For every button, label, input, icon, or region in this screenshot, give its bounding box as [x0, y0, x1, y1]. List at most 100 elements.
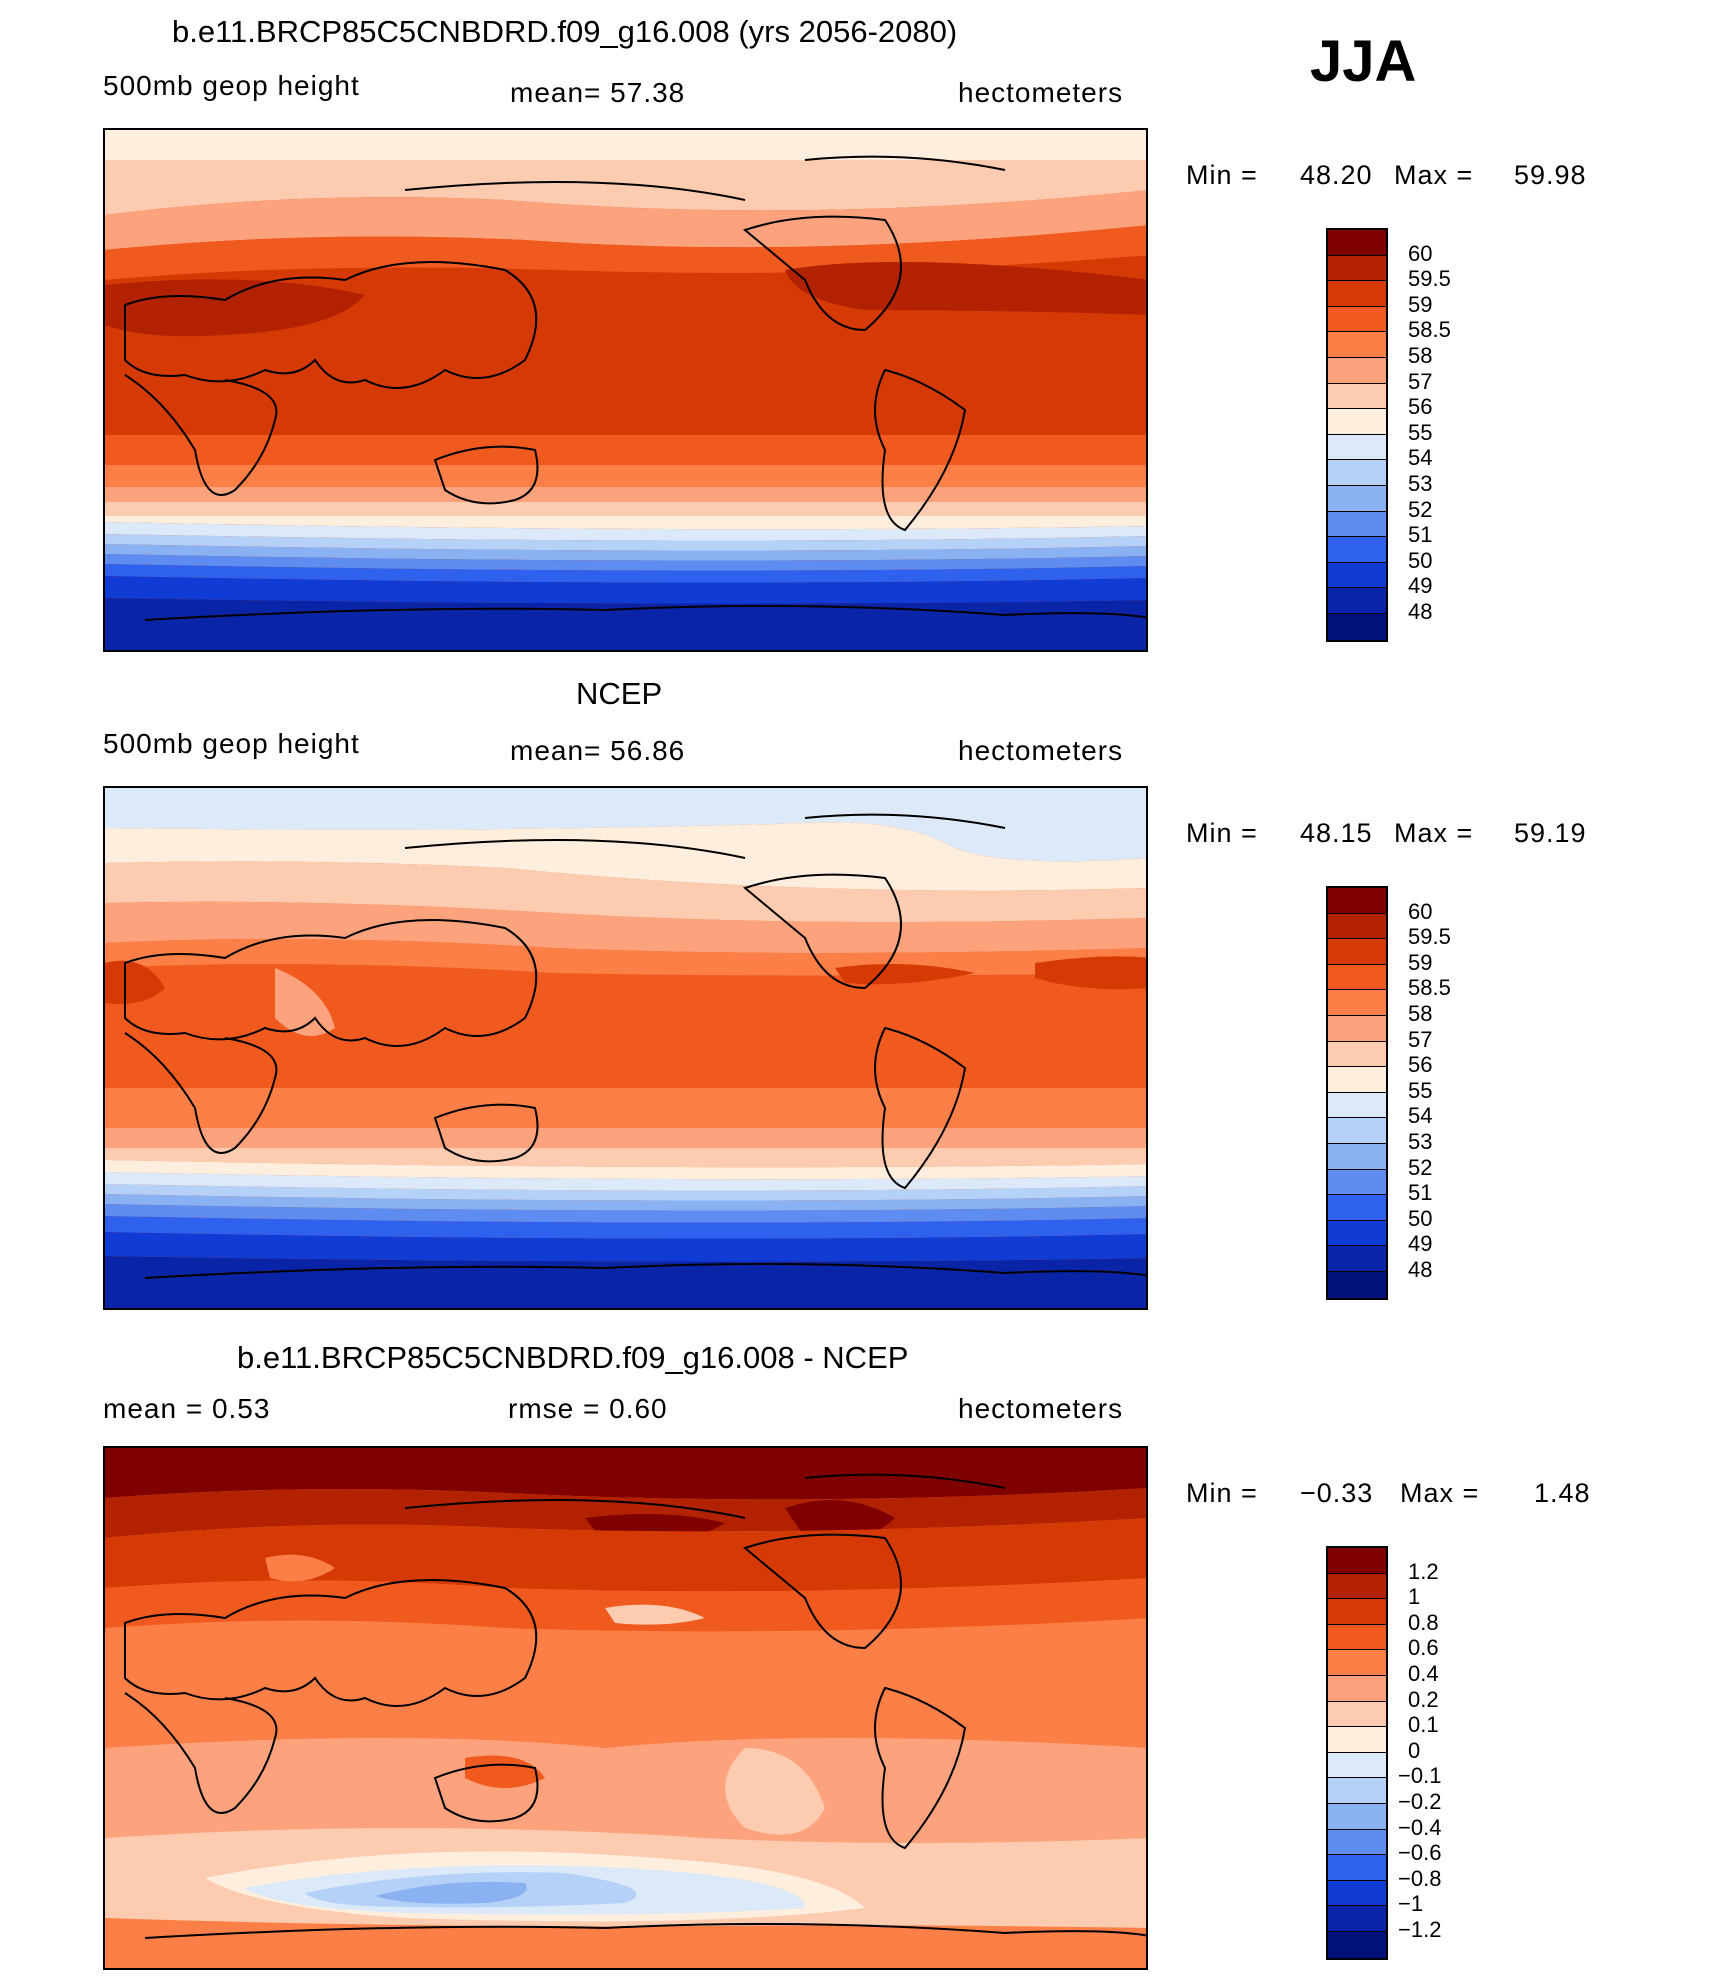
colorbar-swatch: [1328, 1195, 1386, 1221]
season-label: JJA: [1310, 29, 1417, 94]
panel2-max-value: 59.19: [1514, 818, 1587, 848]
colorbar-swatch: [1328, 255, 1386, 282]
panel1-min-label: Min =: [1186, 160, 1258, 190]
colorbar-tick-label: 0.2: [1408, 1686, 1439, 1712]
panel3-max-label: Max =: [1400, 1478, 1480, 1508]
colorbar-tick-label: 48: [1408, 599, 1433, 624]
colorbar-tick-label: 59: [1408, 291, 1433, 317]
panel1-min-value: 48.20: [1300, 160, 1373, 190]
colorbar-swatch: [1328, 1067, 1386, 1093]
colorbar-swatch: [1328, 306, 1386, 333]
colorbar-tick-label: 59.5: [1408, 924, 1451, 950]
colorbar-swatch: [1328, 1906, 1386, 1932]
colorbar-tick-label: 60: [1408, 898, 1433, 924]
colorbar-tick-label: 56: [1408, 1052, 1433, 1078]
colorbar-swatch: [1328, 1778, 1386, 1804]
colorbar-swatch: [1328, 1041, 1386, 1068]
panel2-title: NCEP: [576, 676, 663, 711]
panel2-min-label: Min =: [1186, 818, 1258, 848]
colorbar-swatch: [1328, 1599, 1386, 1625]
colorbar-tick-label: 0.4: [1408, 1661, 1439, 1686]
colorbar-tick-label: 49: [1408, 1231, 1433, 1257]
colorbar-swatch: [1328, 1803, 1386, 1830]
colorbar-tick-label: 56: [1408, 394, 1433, 420]
panel1-variable-label: 500mb geop height: [103, 70, 360, 101]
colorbar-swatch: [1328, 1727, 1386, 1753]
panel3-mean-label: mean = 0.53: [103, 1393, 271, 1424]
colorbar-swatch: [1328, 1675, 1386, 1702]
panel3-rmse-label: rmse = 0.60: [508, 1393, 668, 1424]
colorbar-swatch: [1328, 1092, 1386, 1119]
panel1-map: [103, 128, 1148, 652]
colorbar-swatch: [1328, 511, 1386, 538]
colorbar-swatch: [1328, 460, 1386, 486]
colorbar-swatch: [1328, 1855, 1386, 1881]
panel2-contour-field: [105, 788, 1146, 1308]
colorbar-tick-label: 0: [1408, 1737, 1421, 1763]
colorbar-swatch: [1328, 332, 1386, 358]
colorbar-swatch: [1328, 562, 1386, 589]
colorbar-tick-label: 52: [1408, 1154, 1433, 1180]
colorbar-tick-label: 55: [1408, 419, 1433, 445]
colorbar-tick-label: 58.5: [1408, 975, 1451, 1001]
colorbar-swatch: [1328, 1880, 1386, 1907]
colorbar-tick-label: 60: [1408, 240, 1433, 266]
colorbar-swatch: [1328, 613, 1386, 640]
panel3-max-value: 1.48: [1534, 1478, 1591, 1508]
colorbar-tick-label: 49: [1408, 573, 1433, 599]
colorbar-tick-label: −1.2: [1398, 1917, 1442, 1942]
colorbar-swatch: [1328, 1143, 1386, 1170]
colorbar-tick-label: 50: [1408, 1205, 1433, 1231]
colorbar-swatch: [1328, 357, 1386, 384]
colorbar-swatch: [1328, 1169, 1386, 1196]
colorbar-tick-label: −0.8: [1398, 1865, 1442, 1891]
colorbar-swatch: [1328, 1220, 1386, 1247]
colorbar-tick-label: 0.6: [1408, 1635, 1439, 1661]
panel1-title: b.e11.BRCP85C5CNBDRD.f09_g16.008 (yrs 20…: [172, 14, 958, 49]
panel2-variable-label: 500mb geop height: [103, 728, 360, 759]
colorbar-swatch: [1328, 1701, 1386, 1728]
colorbar-tick-label: 54: [1408, 1103, 1433, 1129]
colorbar-swatch: [1328, 485, 1386, 512]
colorbar-tick-label: −0.2: [1398, 1789, 1442, 1814]
panel1-contour-field: [105, 130, 1146, 650]
colorbar-swatch: [1328, 383, 1386, 410]
panel1-max-label: Max =: [1394, 160, 1474, 190]
colorbar-tick-label: 51: [1408, 522, 1433, 548]
colorbar-tick-label: 55: [1408, 1077, 1433, 1103]
colorbar-tick-label: 1.2: [1408, 1558, 1439, 1584]
colorbar-swatch: [1328, 537, 1386, 563]
panel3-contour-field: [105, 1448, 1146, 1968]
panel2-mean-label: mean= 56.86: [510, 735, 686, 766]
panel2-units-label: hectometers: [958, 735, 1124, 766]
colorbar-swatch: [1328, 1271, 1386, 1298]
colorbar-swatch: [1328, 913, 1386, 940]
panel3-title: b.e11.BRCP85C5CNBDRD.f09_g16.008 - NCEP: [237, 1340, 909, 1375]
panel3-colorbar: [1326, 1546, 1388, 1960]
colorbar-tick-label: 50: [1408, 547, 1433, 573]
colorbar-swatch: [1328, 409, 1386, 435]
panel1-units-label: hectometers: [958, 77, 1124, 108]
colorbar-swatch: [1328, 964, 1386, 991]
colorbar-swatch: [1328, 1624, 1386, 1651]
colorbar-swatch: [1328, 1931, 1386, 1958]
panel1-mean-label: mean= 57.38: [510, 77, 686, 108]
colorbar-tick-label: 59: [1408, 949, 1433, 975]
panel3-min-label: Min =: [1186, 1478, 1258, 1508]
colorbar-swatch: [1328, 1548, 1386, 1574]
colorbar-tick-label: −0.1: [1398, 1763, 1442, 1789]
colorbar-tick-label: 58: [1408, 1001, 1433, 1026]
panel1-colorbar: [1326, 228, 1388, 642]
colorbar-tick-label: 53: [1408, 1129, 1433, 1154]
colorbar-tick-label: −0.6: [1398, 1840, 1442, 1866]
panel3-min-value: −0.33: [1300, 1478, 1374, 1508]
panel3-map: [103, 1446, 1148, 1970]
panel1-max-value: 59.98: [1514, 160, 1587, 190]
colorbar-tick-label: 58.5: [1408, 317, 1451, 343]
colorbar-tick-label: 57: [1408, 1026, 1433, 1052]
colorbar-swatch: [1328, 1015, 1386, 1042]
colorbar-tick-label: 0.8: [1408, 1609, 1439, 1635]
colorbar-swatch: [1328, 990, 1386, 1016]
colorbar-swatch: [1328, 888, 1386, 914]
panel2-colorbar: [1326, 886, 1388, 1300]
